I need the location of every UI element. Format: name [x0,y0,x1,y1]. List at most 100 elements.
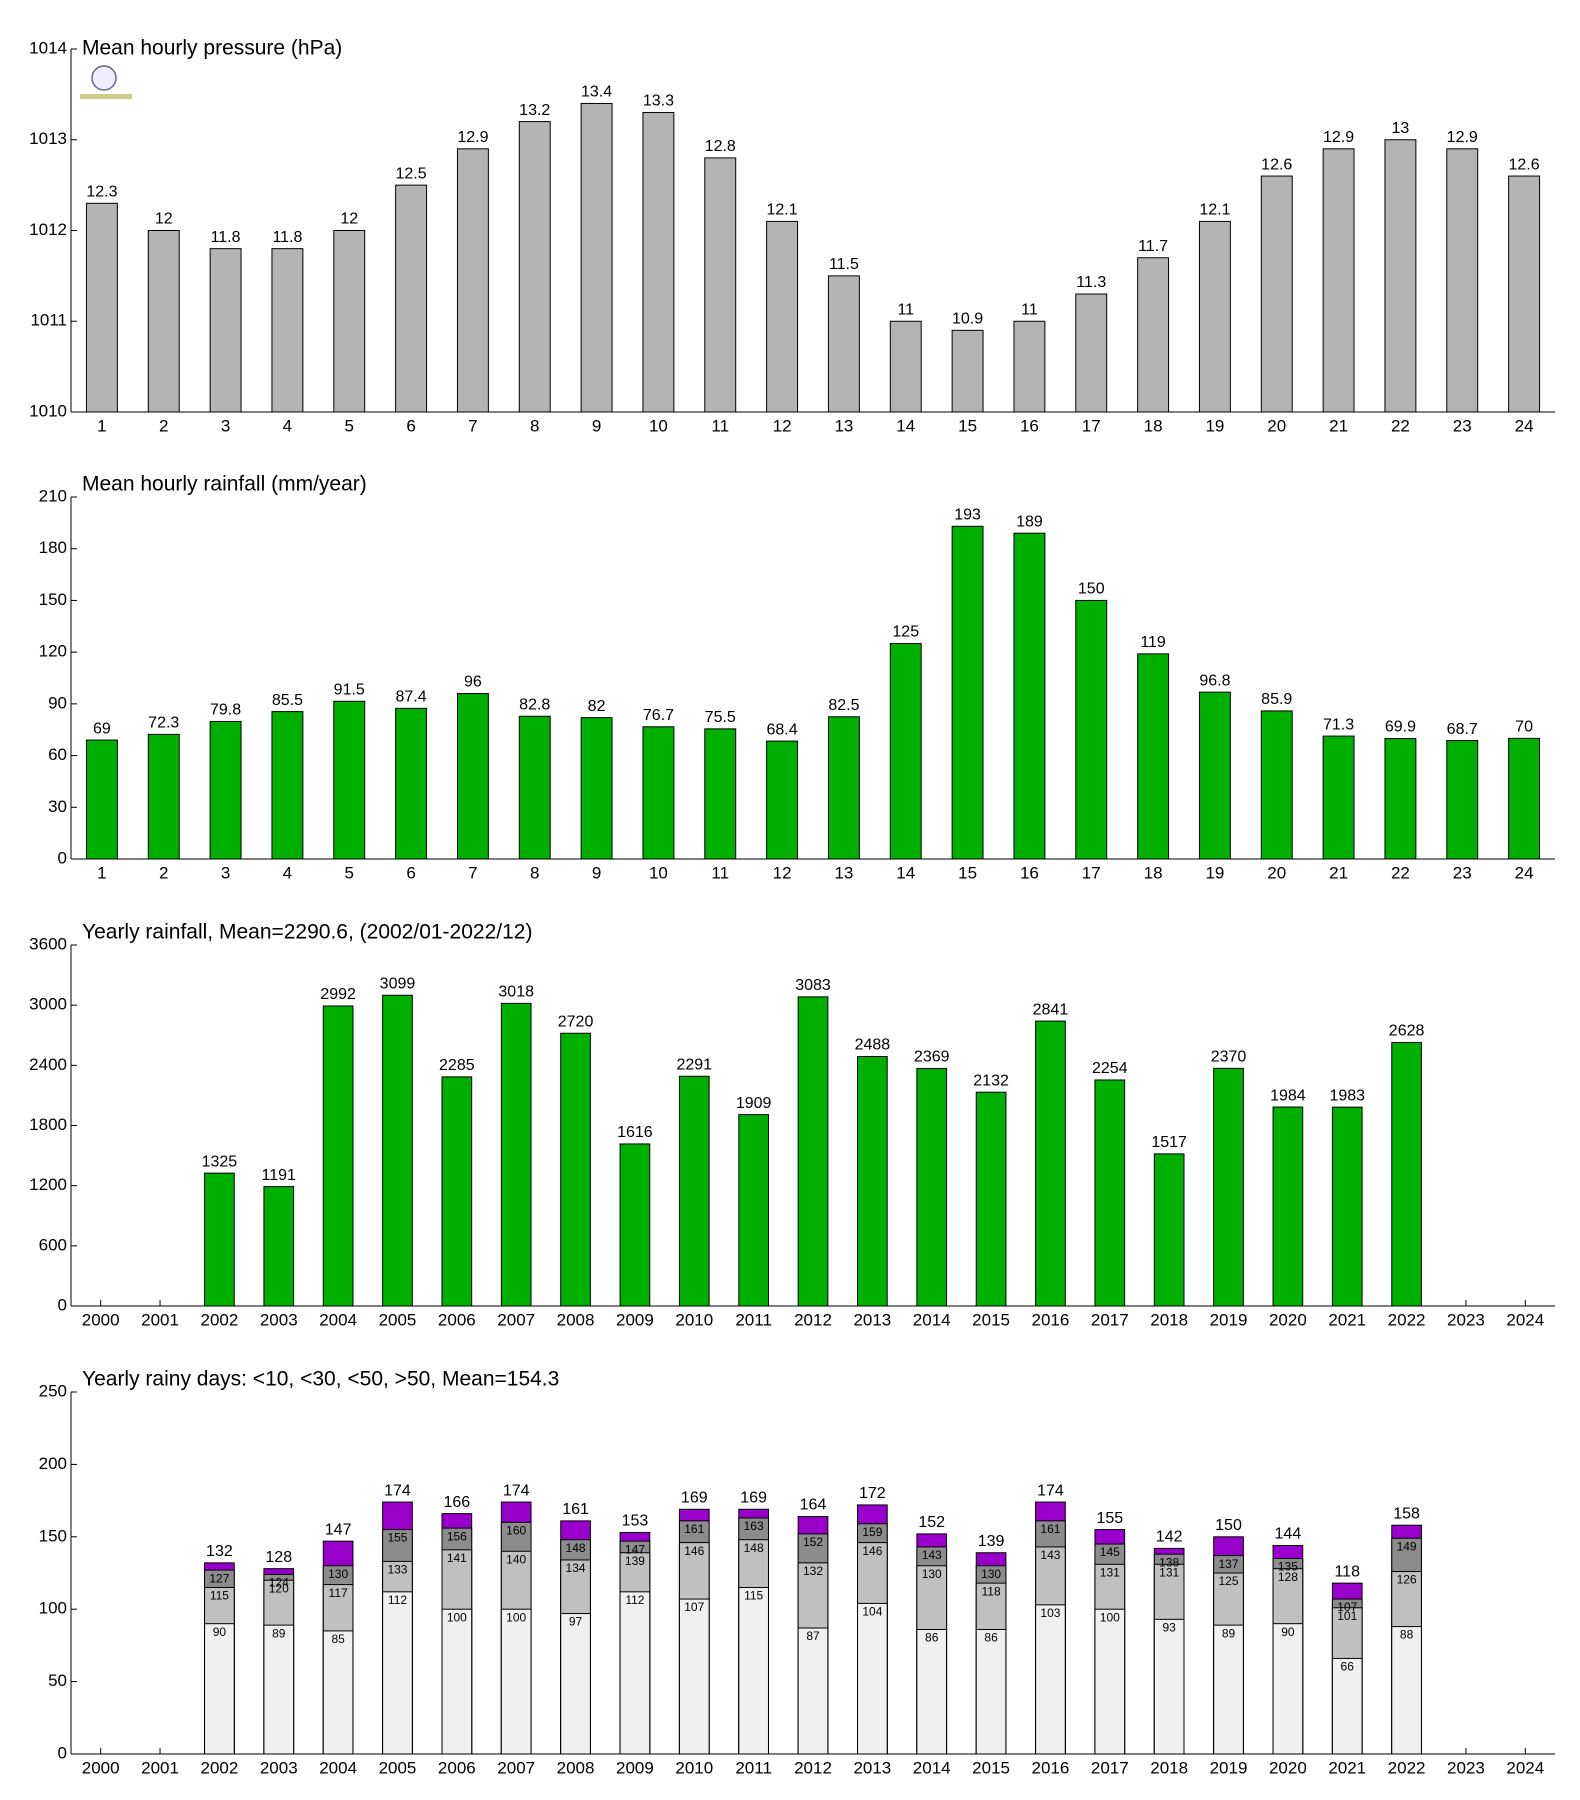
bar [678,1075,710,1307]
x-tick-label: 2003 [260,1758,298,1777]
bar [85,202,118,413]
y-tick-label: 0 [58,848,67,867]
segment-label: 87 [806,1629,820,1643]
bar [500,1608,532,1755]
x-tick-label: 6 [406,416,415,435]
y-tick-label: 2400 [29,1055,67,1074]
x-tick-label: 11 [711,863,729,882]
x-tick-label: 2013 [853,1758,891,1777]
value-label: 2285 [439,1057,475,1074]
bar [1508,175,1541,413]
x-tick-label: 2020 [1269,1310,1307,1329]
value-label: 193 [954,507,981,524]
x-tick-label: 22 [1391,863,1410,882]
logo [80,65,132,99]
value-label: 72.3 [148,715,179,732]
value-label: 75.5 [705,709,736,726]
bar [797,1627,829,1755]
segment-label: 118 [982,1584,1001,1598]
y-tick-label: 30 [48,797,67,816]
segment-label: 141 [447,1551,467,1565]
x-tick-label: 2010 [675,1758,713,1777]
x-tick-label: 22 [1391,416,1410,435]
value-label: 85.9 [1261,691,1292,708]
bar [1035,1604,1066,1755]
segment-label: 152 [803,1535,823,1549]
segment-label: 137 [1219,1557,1239,1571]
x-tick-label: 2014 [913,1758,951,1777]
bar [766,740,799,860]
segment-label: 133 [387,1563,407,1577]
x-tick-label: 2021 [1328,1758,1366,1777]
bar [382,1591,413,1755]
x-tick-label: 2004 [319,1758,357,1777]
x-tick-label: 12 [773,416,792,435]
bar [1272,1623,1304,1755]
segment-label: 130 [981,1567,1001,1581]
bar [560,1613,591,1755]
segment-label: 135 [1278,1560,1298,1574]
bar [518,715,551,860]
x-tick-label: 21 [1329,416,1348,435]
bar [797,996,829,1307]
value-label: 2488 [855,1037,891,1054]
value-label: 11 [1021,301,1038,318]
segment-label: 86 [925,1631,939,1645]
x-tick-label: 14 [896,416,915,435]
bar [209,720,242,860]
x-tick-label: 2012 [794,1758,832,1777]
x-tick-label: 7 [468,863,477,882]
bar [1013,532,1046,860]
segment-label: 107 [684,1600,704,1614]
segment-label: 148 [566,1541,586,1555]
x-tick-label: 2003 [260,1310,298,1329]
bar [916,1067,948,1307]
x-tick-label: 2013 [853,1310,891,1329]
x-tick-label: 17 [1082,416,1101,435]
x-tick-label: 2009 [616,1310,654,1329]
segment-label: 160 [506,1523,526,1537]
x-tick-label: 2000 [82,1310,120,1329]
value-label: 2254 [1092,1060,1128,1077]
segment-label: 128 [1278,1570,1298,1584]
value-label: 1191 [262,1167,297,1184]
x-tick-label: 2018 [1150,1758,1188,1777]
segment-label: 159 [862,1525,882,1539]
bar [1094,1079,1126,1307]
bar [857,1056,888,1307]
value-label: 69 [93,720,111,737]
x-tick-label: 2012 [794,1310,832,1329]
segment-label: 107 [1337,1600,1357,1614]
x-tick-label: 2017 [1091,1758,1129,1777]
y-tick-label: 1800 [29,1115,67,1134]
x-tick-label: 20 [1267,863,1286,882]
y-tick-label: 200 [39,1454,67,1473]
x-tick-label: 23 [1453,416,1472,435]
segment-label: 90 [1281,1625,1295,1639]
value-label: 158 [1393,1505,1420,1522]
segment-label: 112 [625,1593,644,1607]
y-tick-label: 1013 [29,129,67,148]
bar [204,1623,235,1755]
value-label: 3099 [380,975,416,992]
x-tick-label: 3 [221,416,230,435]
x-tick-label: 2017 [1091,1310,1129,1329]
value-label: 1616 [617,1124,653,1141]
bar [1075,599,1108,860]
bar [500,1002,532,1307]
value-label: 3018 [498,984,534,1001]
segment-label: 90 [213,1625,227,1639]
x-tick-label: 17 [1082,863,1101,882]
bar [322,1005,354,1307]
bar [1260,175,1293,413]
value-label: 11.8 [211,229,241,246]
bar [1322,735,1355,860]
segment-label: 89 [272,1626,286,1640]
bar [738,1586,769,1755]
value-label: 11.5 [829,256,859,273]
segment-label: 147 [625,1542,645,1556]
x-tick-label: 1 [97,416,106,435]
segment-label: 112 [388,1593,407,1607]
segment-label: 146 [862,1544,882,1558]
